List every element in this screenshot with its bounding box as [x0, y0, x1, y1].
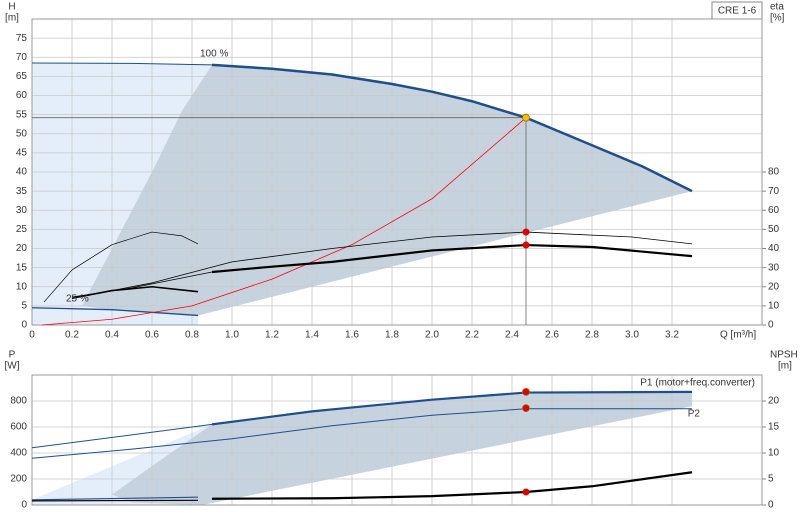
- chart-title: CRE 1-6: [718, 6, 757, 17]
- duty-point: [522, 404, 530, 413]
- y-tick-label: 15: [16, 262, 28, 273]
- duty-point: [522, 387, 530, 396]
- y-axis-unit: [W]: [5, 361, 20, 372]
- x-tick-label: 0.4: [105, 330, 119, 341]
- x-tick-label: 2.4: [505, 330, 519, 341]
- y-axis-label: H: [8, 2, 15, 13]
- x-tick-label: 1.2: [265, 330, 279, 341]
- x-tick-label: 1.6: [345, 330, 359, 341]
- y2-tick-label: 70: [768, 186, 780, 197]
- curve: [211, 63, 693, 193]
- annotation: 100 %: [200, 49, 228, 60]
- operating-range: [82, 64, 692, 316]
- y-tick-label: 400: [10, 448, 27, 459]
- x-tick-label: 2.8: [585, 330, 599, 341]
- y-tick-label: 60: [16, 90, 28, 101]
- y2-tick-label: 20: [768, 396, 780, 407]
- y2-axis-unit: [%]: [770, 13, 785, 24]
- curve: [71, 285, 199, 300]
- y2-axis-unit: [m]: [778, 361, 792, 372]
- y2-tick-label: 60: [768, 205, 780, 216]
- y2-tick-label: 80: [768, 167, 780, 178]
- y-axis-unit: [m]: [5, 13, 19, 24]
- x-tick-label: 2.0: [425, 330, 439, 341]
- y-tick-label: 0: [21, 320, 27, 331]
- y2-tick-label: 30: [768, 262, 780, 273]
- y-tick-label: 0: [21, 500, 27, 511]
- x-tick-label: 0.8: [185, 330, 199, 341]
- x-tick-label: 0: [29, 330, 35, 341]
- duty-point: [522, 228, 530, 236]
- curve: [31, 423, 213, 449]
- x-tick-label: 0.2: [65, 330, 79, 341]
- plot-frame: [31, 18, 763, 326]
- y2-tick-label: 10: [768, 301, 780, 312]
- y2-tick-label: 5: [768, 474, 774, 485]
- curve: [211, 390, 693, 426]
- y-tick-label: 50: [16, 128, 28, 139]
- y2-axis-label: eta: [770, 2, 784, 13]
- x-tick-label: 1.0: [225, 330, 239, 341]
- curve: [43, 231, 199, 303]
- curve: [81, 231, 693, 297]
- y2-tick-label: 0: [768, 500, 774, 511]
- duty-point: [522, 113, 530, 122]
- annotation: P2: [688, 409, 701, 420]
- y2-tick-label: 0: [768, 320, 774, 331]
- x-tick-label: 3.2: [665, 330, 679, 341]
- x-tick-label: 3.0: [625, 330, 639, 341]
- y2-tick-label: 15: [768, 422, 780, 433]
- y-tick-label: 55: [16, 109, 28, 120]
- x-tick-label: 1.4: [305, 330, 319, 341]
- y2-axis-label: NPSH: [770, 350, 798, 361]
- y-tick-label: 65: [16, 71, 28, 82]
- duty-point: [522, 488, 530, 496]
- plot-frame: [31, 374, 763, 506]
- x-tick-label: 0.6: [145, 330, 159, 341]
- x-tick-label: 1.8: [385, 330, 399, 341]
- y-tick-label: 600: [10, 422, 27, 433]
- y-tick-label: 200: [10, 474, 27, 485]
- x-tick-label: 2.6: [545, 330, 559, 341]
- x-tick-label: 2.2: [465, 330, 479, 341]
- curve: [31, 496, 199, 501]
- y-tick-label: 75: [16, 33, 28, 44]
- annotation: 25 %: [66, 294, 89, 305]
- curve: [211, 243, 693, 274]
- y-tick-label: 70: [16, 52, 28, 63]
- y-tick-label: 35: [16, 186, 28, 197]
- curve: [31, 499, 199, 502]
- y-tick-label: 40: [16, 167, 28, 178]
- y-tick-label: 10: [16, 281, 28, 292]
- y-tick-label: 25: [16, 224, 28, 235]
- duty-point: [522, 241, 530, 249]
- y2-tick-label: 50: [768, 224, 780, 235]
- curve: [31, 307, 199, 317]
- x-axis-label: Q [m³/h]: [720, 330, 756, 341]
- y2-tick-label: 20: [768, 281, 780, 292]
- annotation: P1 (motor+freq.converter): [640, 378, 755, 389]
- y-tick-label: 30: [16, 205, 28, 216]
- y-tick-label: 5: [21, 301, 27, 312]
- y-tick-label: 45: [16, 148, 28, 159]
- curve: [211, 471, 693, 500]
- y-axis-label: P: [9, 350, 16, 361]
- y-tick-label: 800: [10, 396, 27, 407]
- y2-tick-label: 10: [768, 448, 780, 459]
- curve: [41, 117, 527, 326]
- y-tick-label: 20: [16, 243, 28, 254]
- y2-tick-label: 40: [768, 243, 780, 254]
- operating-range: [112, 391, 692, 505]
- curve: [31, 62, 213, 66]
